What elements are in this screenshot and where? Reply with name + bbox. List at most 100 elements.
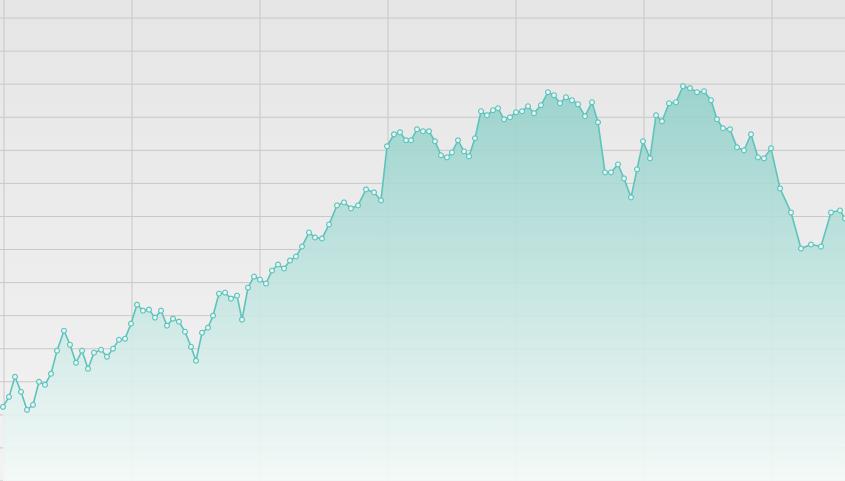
point (152, 314, 159, 321)
point (817, 243, 824, 250)
point (507, 114, 514, 121)
point (371, 189, 378, 196)
point (403, 137, 410, 144)
point (384, 143, 391, 150)
point (672, 99, 679, 106)
point (24, 406, 31, 413)
point (0, 403, 6, 410)
point (524, 103, 531, 110)
point (658, 118, 665, 125)
point (588, 99, 595, 106)
point (78, 347, 85, 354)
point (693, 89, 700, 96)
point (72, 359, 79, 366)
point (562, 94, 569, 101)
point (601, 169, 608, 176)
point (484, 112, 491, 119)
point (47, 370, 54, 377)
point (639, 138, 646, 145)
point (281, 265, 288, 272)
point (245, 284, 252, 291)
point (128, 320, 135, 327)
point (726, 126, 733, 133)
point (134, 301, 141, 308)
point (827, 209, 834, 216)
point (426, 128, 433, 135)
point (103, 353, 110, 360)
point (490, 107, 497, 114)
point (556, 100, 563, 107)
point (275, 261, 282, 268)
point (550, 92, 557, 99)
point (544, 89, 551, 96)
point (334, 202, 341, 209)
point (263, 280, 270, 287)
point (287, 257, 294, 264)
point (205, 324, 212, 331)
point (326, 221, 333, 228)
point (5, 393, 13, 400)
point (188, 343, 195, 350)
point (164, 322, 171, 329)
point (432, 138, 439, 145)
point (18, 388, 25, 395)
point (501, 116, 508, 123)
point (53, 347, 60, 354)
point (234, 292, 241, 299)
point (363, 186, 370, 193)
point (176, 318, 183, 325)
point (665, 100, 672, 107)
point (633, 166, 640, 173)
point (228, 295, 235, 302)
point (146, 306, 153, 313)
point (158, 307, 165, 314)
point (408, 137, 415, 144)
point (355, 202, 362, 209)
point (35, 378, 42, 385)
point (140, 307, 147, 314)
point (455, 137, 462, 144)
point (391, 131, 398, 138)
point (594, 119, 601, 126)
point (90, 349, 97, 356)
point (679, 83, 686, 90)
point (348, 205, 355, 212)
point (239, 316, 246, 323)
point (319, 235, 326, 242)
point (420, 128, 427, 135)
point (170, 315, 177, 322)
point (574, 101, 581, 108)
point (12, 373, 19, 380)
point (269, 267, 276, 274)
point (700, 88, 707, 95)
point (306, 229, 313, 236)
point (472, 135, 479, 142)
point (210, 312, 217, 319)
point (627, 194, 634, 201)
point (41, 381, 48, 388)
point (216, 290, 223, 297)
point (713, 116, 720, 123)
point (444, 154, 451, 161)
point (836, 207, 843, 214)
point (251, 273, 258, 280)
point (30, 401, 37, 408)
point (193, 357, 200, 364)
point (97, 346, 104, 353)
point (707, 97, 714, 104)
point (518, 108, 525, 115)
point (84, 365, 91, 372)
point (438, 152, 445, 159)
point (530, 110, 537, 117)
point (478, 108, 485, 115)
point (495, 105, 502, 112)
point (466, 153, 473, 160)
point (312, 234, 319, 241)
point (733, 144, 740, 151)
point (299, 243, 306, 250)
point (740, 147, 747, 154)
point (461, 148, 468, 155)
point (646, 155, 653, 162)
point (797, 245, 804, 252)
